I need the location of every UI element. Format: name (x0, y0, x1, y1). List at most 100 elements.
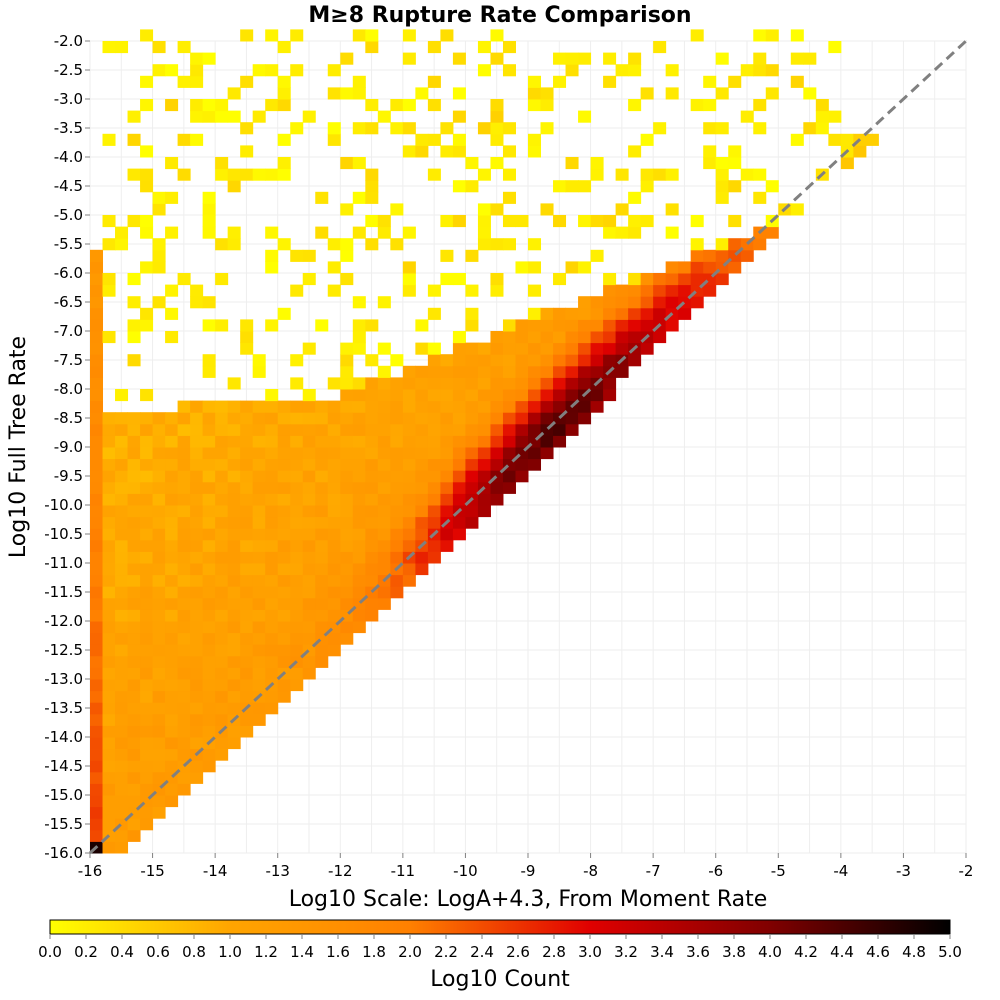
heatmap-cell (302, 597, 316, 610)
heatmap-cell (177, 458, 191, 471)
heatmap-cell (465, 342, 479, 355)
y-tick-label: -13.0 (44, 670, 83, 688)
heatmap-cell (615, 296, 629, 309)
heatmap-cell (202, 365, 216, 378)
heatmap-cell (502, 354, 516, 367)
heatmap-cell (327, 539, 341, 552)
heatmap-cell (302, 551, 316, 564)
heatmap-cell (502, 481, 516, 494)
heatmap-cell (202, 632, 216, 645)
heatmap-cell (265, 505, 279, 518)
heatmap-cell (578, 261, 592, 274)
heatmap-cell (190, 75, 204, 88)
heatmap-cell (252, 609, 266, 622)
heatmap-cell (352, 122, 366, 135)
heatmap-cell (315, 447, 329, 460)
heatmap-cell (753, 191, 767, 204)
heatmap-cell (290, 597, 304, 610)
heatmap-cell (115, 690, 129, 703)
heatmap-cell (715, 168, 729, 181)
heatmap-cell (240, 145, 254, 158)
heatmap-cell (290, 470, 304, 483)
heatmap-cell (115, 493, 129, 506)
heatmap-cell (515, 389, 529, 402)
heatmap-cell (465, 365, 479, 378)
heatmap-cell (152, 737, 166, 750)
heatmap-cell (452, 145, 466, 158)
heatmap-cell (140, 806, 154, 819)
colorbar-tick-label: 2.4 (470, 943, 494, 961)
heatmap-cell (327, 505, 341, 518)
heatmap-cell (465, 284, 479, 297)
heatmap-cell (265, 400, 279, 413)
heatmap-cell (728, 215, 742, 228)
heatmap-cell (628, 191, 642, 204)
heatmap-cell (265, 261, 279, 274)
heatmap-cell (528, 75, 542, 88)
y-tick-label: -4.0 (54, 148, 83, 166)
heatmap-cell (315, 319, 329, 332)
heatmap-cell (578, 110, 592, 123)
heatmap-cell (377, 365, 391, 378)
heatmap-cell (177, 667, 191, 680)
heatmap-cell (327, 261, 341, 274)
heatmap-cell (90, 470, 104, 483)
heatmap-cell (152, 493, 166, 506)
heatmap-cell (340, 516, 354, 529)
heatmap-cell (90, 354, 104, 367)
heatmap-cell (315, 493, 329, 506)
y-tick-label: -6.5 (54, 293, 83, 311)
heatmap-cell (302, 273, 316, 286)
heatmap-cell (628, 99, 642, 112)
heatmap-cell (703, 145, 717, 158)
heatmap-cell (340, 597, 354, 610)
heatmap-cell (215, 574, 229, 587)
heatmap-cell (390, 481, 404, 494)
heatmap-cell (252, 493, 266, 506)
heatmap-cell (215, 551, 229, 564)
heatmap-cell (665, 296, 679, 309)
heatmap-cell (190, 713, 204, 726)
heatmap-cell (127, 423, 141, 436)
heatmap-cell (515, 458, 529, 471)
heatmap-cell (290, 284, 304, 297)
heatmap-cell (215, 493, 229, 506)
heatmap-cell (540, 365, 554, 378)
heatmap-cell (90, 505, 104, 518)
heatmap-cell (327, 400, 341, 413)
y-tick-label: -4.5 (54, 177, 83, 195)
heatmap-cell (678, 261, 692, 274)
heatmap-cell (315, 505, 329, 518)
colorbar (49, 919, 951, 935)
heatmap-cell (427, 354, 441, 367)
heatmap-cell (703, 261, 717, 274)
heatmap-cell (340, 621, 354, 634)
heatmap-cell (265, 644, 279, 657)
heatmap-cell (452, 435, 466, 448)
heatmap-cell (452, 273, 466, 286)
heatmap-cell (327, 609, 341, 622)
heatmap-cell (628, 284, 642, 297)
heatmap-cell (190, 597, 204, 610)
heatmap-cell (152, 296, 166, 309)
heatmap-cell (315, 423, 329, 436)
heatmap-cell (190, 516, 204, 529)
heatmap-cell (553, 342, 567, 355)
heatmap-cell (165, 644, 179, 657)
heatmap-cell (390, 586, 404, 599)
heatmap-cell (215, 505, 229, 518)
heatmap-cell (127, 713, 141, 726)
heatmap-cell (277, 586, 291, 599)
heatmap-cell (240, 632, 254, 645)
heatmap-cell (165, 748, 179, 761)
heatmap-cell (803, 122, 817, 135)
heatmap-cell (402, 122, 416, 135)
colorbar-tick-label: 1.2 (254, 943, 278, 961)
heatmap-cell (415, 458, 429, 471)
heatmap-cell (115, 528, 129, 541)
heatmap-cell (640, 319, 654, 332)
heatmap-cell (102, 284, 116, 297)
heatmap-cell (653, 122, 667, 135)
heatmap-cell (340, 470, 354, 483)
heatmap-cell (90, 447, 104, 460)
